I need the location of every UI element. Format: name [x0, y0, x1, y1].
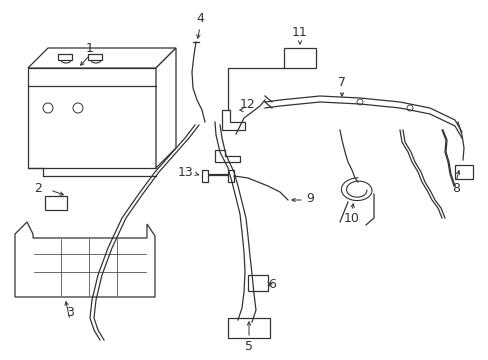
- Bar: [454, 165, 472, 179]
- Ellipse shape: [61, 57, 71, 63]
- Polygon shape: [202, 170, 234, 182]
- Polygon shape: [222, 110, 244, 130]
- Text: 10: 10: [344, 211, 359, 225]
- Text: 13: 13: [178, 166, 193, 179]
- Polygon shape: [28, 68, 156, 168]
- Circle shape: [43, 103, 53, 113]
- Text: 12: 12: [240, 99, 255, 112]
- Text: 9: 9: [305, 192, 313, 204]
- Text: 6: 6: [267, 278, 275, 291]
- Ellipse shape: [91, 57, 101, 63]
- Circle shape: [356, 99, 362, 105]
- Polygon shape: [15, 222, 155, 297]
- Text: 3: 3: [66, 306, 74, 320]
- Bar: [284, 48, 315, 68]
- Bar: [247, 275, 267, 291]
- Text: 7: 7: [337, 76, 346, 89]
- Bar: [45, 196, 67, 210]
- Polygon shape: [215, 150, 240, 162]
- Bar: [227, 318, 269, 338]
- Polygon shape: [156, 48, 176, 168]
- Polygon shape: [58, 54, 72, 60]
- Circle shape: [73, 103, 83, 113]
- Polygon shape: [28, 48, 176, 68]
- Text: 4: 4: [196, 12, 203, 24]
- Text: 2: 2: [34, 181, 42, 194]
- Circle shape: [406, 105, 412, 111]
- Text: 1: 1: [86, 41, 94, 54]
- Polygon shape: [88, 54, 102, 60]
- Text: 11: 11: [291, 26, 307, 39]
- Text: 8: 8: [451, 181, 459, 194]
- Text: 5: 5: [244, 339, 252, 352]
